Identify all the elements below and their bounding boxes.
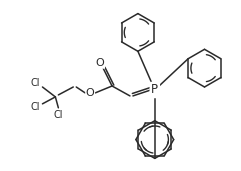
Text: O: O [86,88,94,98]
Text: Cl: Cl [31,78,40,88]
Text: O: O [96,58,105,68]
Text: P: P [151,83,158,96]
Text: Cl: Cl [54,110,63,120]
Text: Cl: Cl [31,102,40,112]
